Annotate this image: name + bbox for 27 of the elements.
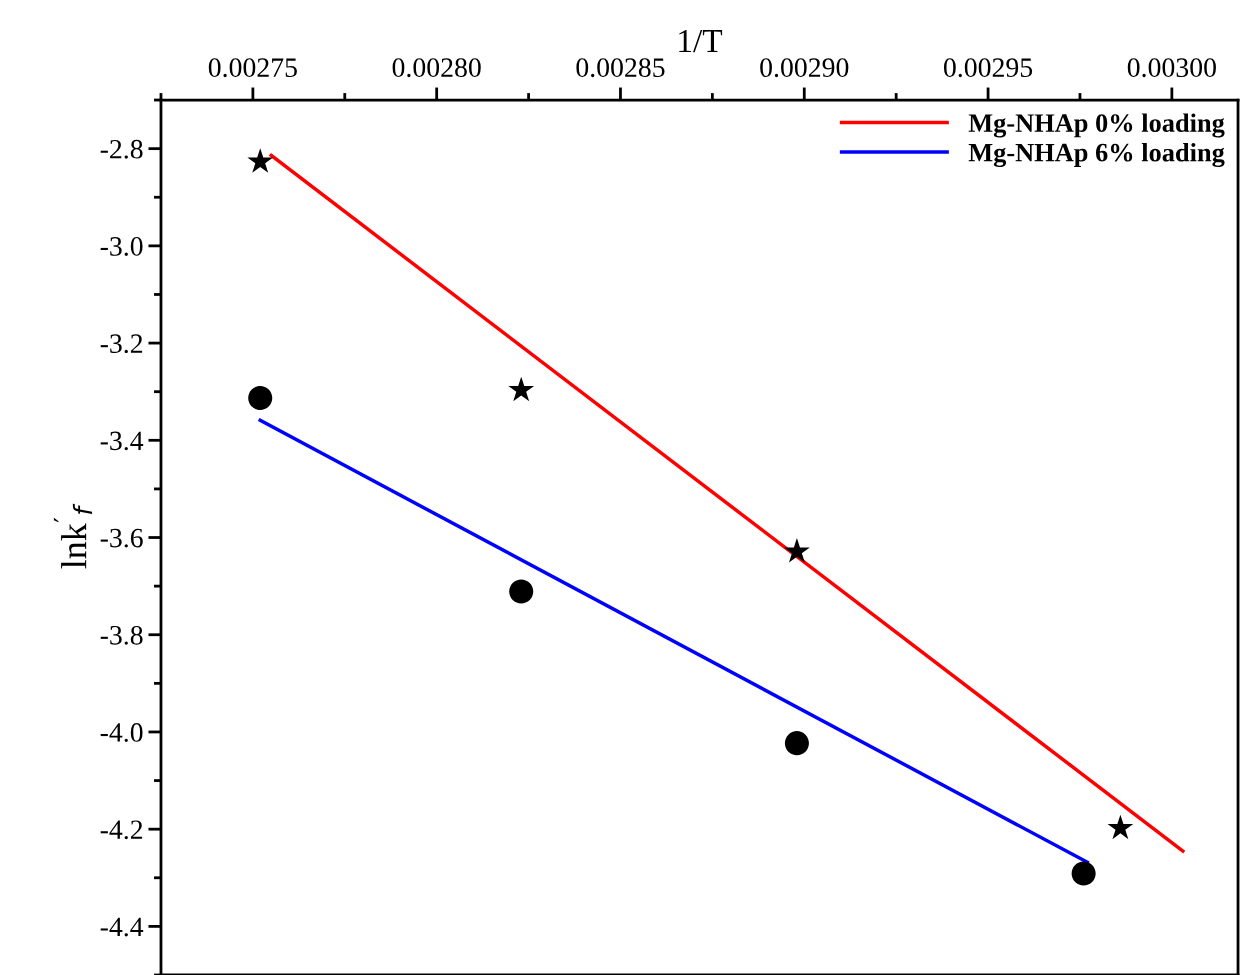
y-tick-label: -3.4 xyxy=(100,431,144,451)
x-tick-label: 0.00280 xyxy=(392,58,481,78)
point xyxy=(784,538,810,563)
point xyxy=(1071,861,1096,886)
x-tick-label: 0.00285 xyxy=(576,58,665,78)
point xyxy=(248,385,273,411)
y-axis-title: lnk$^{′}$$_{f}$ xyxy=(53,503,93,569)
legend-label: Mg-NHAp 0% loading xyxy=(968,113,1225,138)
x-tick-label: 0.00300 xyxy=(1127,58,1216,78)
x-axis-title: 1/T xyxy=(679,29,723,53)
y-tick-label: -3.0 xyxy=(100,237,143,256)
legend-label: Mg-NHAp 6% loading xyxy=(968,142,1225,168)
y-tick-label: -4.0 xyxy=(100,723,143,742)
x-tick-label: 0.00275 xyxy=(208,58,297,78)
point xyxy=(247,148,274,173)
y-tick-label: -3.2 xyxy=(100,334,143,354)
point xyxy=(509,579,534,604)
x-tick-label: 0.00290 xyxy=(760,58,849,78)
y-tick-label: -4.4 xyxy=(100,917,144,937)
point xyxy=(1107,814,1134,840)
x-tick-label: 0.00295 xyxy=(943,58,1033,78)
y-tick-label: -3.8 xyxy=(100,625,143,645)
y-tick-label: -4.2 xyxy=(100,820,143,840)
point xyxy=(784,731,809,756)
point xyxy=(508,376,535,402)
y-tick-label: -3.6 xyxy=(100,528,143,548)
y-tick-label: -2.8 xyxy=(100,139,143,159)
